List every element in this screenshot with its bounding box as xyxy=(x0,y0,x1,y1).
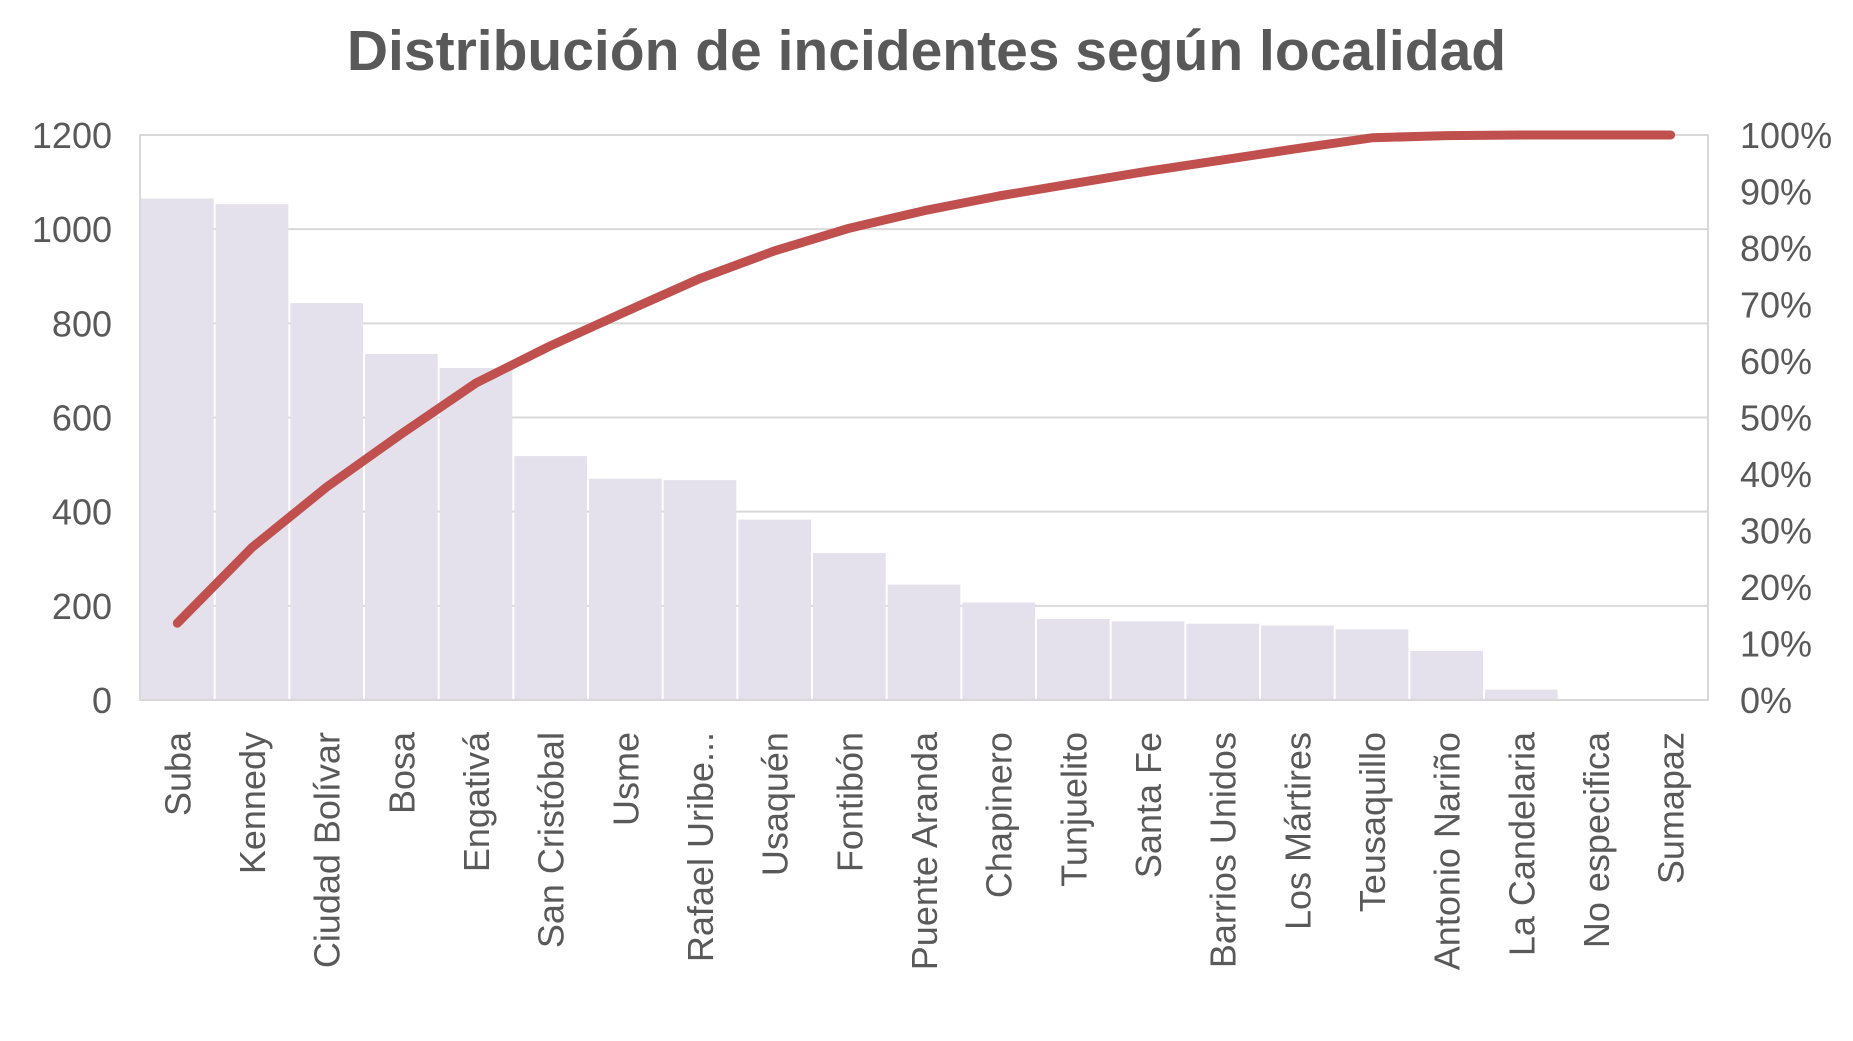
category-label: San Cristóbal xyxy=(531,732,572,948)
right-axis-tick-label: 90% xyxy=(1740,172,1812,213)
category-label: Suba xyxy=(157,731,198,816)
bar xyxy=(663,480,737,700)
bar xyxy=(141,198,214,700)
category-label: No especifica xyxy=(1576,731,1617,948)
bar xyxy=(1261,625,1334,700)
category-label: Bosa xyxy=(381,731,422,814)
category-label: Engativá xyxy=(456,731,497,872)
category-label: Teusaquillo xyxy=(1352,732,1393,912)
category-label: Los Mártires xyxy=(1277,732,1318,930)
category-label: Puente Aranda xyxy=(904,731,945,970)
left-axis-tick-label: 600 xyxy=(52,398,112,439)
bar xyxy=(215,204,289,700)
bar xyxy=(1037,619,1110,700)
category-label: Barrios Unidos xyxy=(1203,732,1244,968)
bar xyxy=(290,303,363,700)
category-label: Tunjuelito xyxy=(1053,732,1094,887)
category-label: Ciudad Bolívar xyxy=(307,732,348,968)
category-label: Rafael Uribe... xyxy=(680,732,721,962)
bar xyxy=(813,553,886,700)
bar xyxy=(1485,689,1558,700)
chart-title: Distribución de incidentes según localid… xyxy=(346,19,1507,83)
bar xyxy=(738,519,811,700)
bar xyxy=(1186,623,1259,700)
category-label: Kennedy xyxy=(232,732,273,874)
right-axis-tick-label: 70% xyxy=(1740,285,1812,326)
category-label: Santa Fe xyxy=(1128,732,1169,878)
category-label: Sumapaz xyxy=(1651,732,1692,884)
left-axis-tick-label: 200 xyxy=(52,586,112,627)
category-label: Usaquén xyxy=(755,732,796,876)
right-axis-tick-label: 20% xyxy=(1740,567,1812,608)
bar xyxy=(962,602,1035,700)
left-axis-ticks: 0 200 400 600 800 1000 1200 xyxy=(32,115,112,721)
left-axis-tick-label: 400 xyxy=(52,492,112,533)
bar-series xyxy=(141,198,1558,700)
cumulative-line xyxy=(172,130,1676,628)
category-label: La Candelaria xyxy=(1501,731,1542,956)
bar xyxy=(1335,629,1409,700)
category-labels: Suba Kennedy Ciudad Bolívar Bosa Engativá San… xyxy=(157,731,1691,970)
right-axis-tick-label: 30% xyxy=(1740,511,1812,552)
category-label: Antonio Nariño xyxy=(1427,732,1468,970)
bar xyxy=(439,368,513,700)
bar xyxy=(514,456,587,700)
left-axis-tick-label: 0 xyxy=(92,680,112,721)
left-axis-tick-label: 1000 xyxy=(32,209,112,250)
left-axis-tick-label: 800 xyxy=(52,303,112,344)
bar xyxy=(887,584,961,700)
category-label: Chapinero xyxy=(979,732,1020,898)
right-axis-tick-label: 60% xyxy=(1740,341,1812,382)
plot-frame xyxy=(139,134,1709,701)
category-label: Usme xyxy=(605,732,646,826)
right-axis-tick-label: 10% xyxy=(1740,624,1812,665)
category-label: Fontibón xyxy=(829,732,870,872)
cumulative-line-series xyxy=(172,130,1676,628)
bar xyxy=(365,353,438,700)
right-axis-tick-label: 100% xyxy=(1740,115,1832,156)
bar xyxy=(1111,621,1185,700)
right-axis-tick-label: 50% xyxy=(1740,398,1812,439)
right-axis-tick-label: 0% xyxy=(1740,680,1792,721)
right-axis-tick-label: 80% xyxy=(1740,228,1812,269)
bar xyxy=(1410,651,1483,700)
bar xyxy=(589,478,662,700)
plot-area-border xyxy=(139,134,1709,701)
right-axis-ticks: 0% 10% 20% 30% 40% 50% 60% 70% 80% 90% 100% xyxy=(1740,115,1832,721)
right-axis-tick-label: 40% xyxy=(1740,454,1812,495)
left-axis-tick-label: 1200 xyxy=(32,115,112,156)
